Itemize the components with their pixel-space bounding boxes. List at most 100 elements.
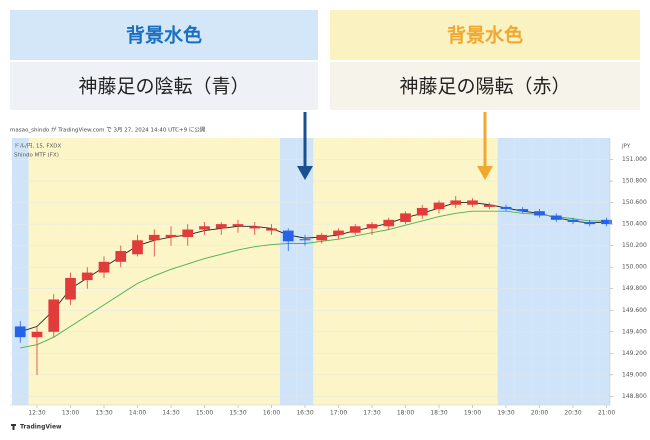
candle-body	[517, 209, 529, 212]
currency-label: JPY	[621, 144, 631, 150]
candle-body	[232, 224, 244, 227]
candle-body	[165, 234, 177, 238]
background-band	[497, 138, 515, 405]
symbol-label: ドル/円, 15, FXDX	[14, 143, 62, 150]
y-tick-label: 149.200	[622, 350, 647, 357]
background-band	[162, 138, 180, 405]
callout-heading-bg	[330, 10, 640, 60]
candle-body	[249, 226, 261, 229]
background-band	[547, 138, 565, 405]
background-band	[564, 138, 582, 405]
candle-body	[400, 213, 411, 222]
x-tick-label: 13:00	[62, 410, 79, 417]
x-tick-label: 14:00	[129, 410, 146, 417]
candle-body	[81, 272, 93, 281]
background-band	[62, 138, 79, 405]
candle-body	[182, 229, 194, 238]
background-band	[363, 138, 381, 405]
y-tick-label: 149.600	[622, 307, 647, 314]
candle-body	[199, 226, 210, 230]
arrow-blue	[297, 112, 313, 180]
candle-body	[215, 224, 227, 229]
y-tick-label: 149.400	[622, 328, 647, 335]
callout-heading-bg	[10, 10, 318, 60]
y-tick-label: 150.600	[622, 199, 647, 206]
callout-caption-bg	[10, 62, 318, 110]
x-tick-label: 16:00	[263, 410, 280, 417]
background-band	[212, 138, 230, 405]
candle-body	[433, 202, 445, 210]
background-band	[129, 138, 146, 405]
x-tick-label: 18:00	[397, 410, 414, 417]
background-band	[229, 138, 247, 405]
candle-body	[31, 331, 43, 338]
background-band	[413, 138, 431, 405]
background-band	[346, 138, 364, 405]
background-band	[11, 138, 29, 405]
candle-body	[266, 228, 277, 231]
arrow-head	[297, 166, 313, 180]
candle-body	[65, 277, 76, 300]
x-tick-label: 12:30	[28, 410, 45, 417]
callout-caption: 神藤足の陽転（赤）	[399, 76, 570, 98]
candle-body	[333, 230, 344, 235]
callout-heading: 背景水色	[126, 24, 202, 47]
x-tick-label: 21:00	[598, 410, 615, 417]
candle-body	[584, 221, 596, 225]
background-band	[179, 138, 197, 405]
x-tick-label: 20:00	[531, 410, 548, 417]
candle-body	[550, 215, 562, 220]
x-tick-label: 17:00	[330, 410, 347, 417]
candle-body	[601, 219, 612, 225]
candle-body	[483, 204, 495, 207]
background-band	[330, 138, 347, 405]
background-band	[430, 138, 448, 405]
x-tick-label: 16:30	[296, 410, 313, 417]
background-band	[145, 138, 163, 405]
x-tick-label: 15:00	[196, 410, 213, 417]
background-band	[45, 138, 63, 405]
candle-body	[316, 234, 328, 241]
arrow-head	[477, 166, 493, 180]
candle-body	[383, 219, 395, 227]
candle-body	[450, 200, 462, 205]
candle-body	[115, 251, 127, 262]
indicator-label: Shindo MTF (FX)	[14, 153, 59, 159]
y-tick-label: 149.800	[622, 285, 647, 292]
background-band	[196, 138, 213, 405]
background-band	[279, 138, 297, 405]
candle-body	[500, 206, 512, 210]
x-tick-label: 20:30	[564, 410, 581, 417]
background-band	[263, 138, 280, 405]
background-band	[480, 138, 498, 405]
x-tick-label: 18:30	[430, 410, 447, 417]
candle-body	[567, 219, 579, 222]
y-tick-label: 150.800	[622, 178, 647, 185]
y-tick-label: 148.800	[622, 393, 647, 400]
y-tick-label: 150.000	[622, 264, 647, 271]
y-tick-label: 150.200	[622, 242, 647, 249]
brand: TradingView	[20, 424, 62, 431]
x-tick-label: 14:30	[162, 410, 179, 417]
y-tick-label: 150.400	[622, 221, 647, 228]
candle-body	[299, 239, 311, 241]
candle-body	[366, 224, 378, 229]
y-tick-label: 149.000	[622, 371, 647, 378]
candle-body	[467, 200, 478, 205]
callout-left: 背景水色 神藤足の陰転（青）	[10, 10, 318, 110]
indicator-line	[20, 210, 607, 349]
background-band	[28, 138, 46, 405]
candle-body	[148, 234, 160, 241]
background-band	[598, 138, 610, 405]
candle-body	[416, 207, 428, 216]
background-band	[447, 138, 465, 405]
x-tick-label: 13:30	[95, 410, 112, 417]
background-band	[313, 138, 331, 405]
candle-body	[14, 326, 26, 338]
background-band	[380, 138, 398, 405]
background-band	[397, 138, 414, 405]
candle-body	[534, 211, 545, 216]
background-band	[112, 138, 130, 405]
x-tick-label: 19:00	[464, 410, 481, 417]
